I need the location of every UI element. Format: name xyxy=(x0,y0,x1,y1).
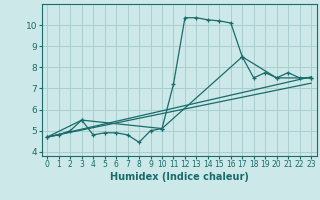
X-axis label: Humidex (Indice chaleur): Humidex (Indice chaleur) xyxy=(110,172,249,182)
